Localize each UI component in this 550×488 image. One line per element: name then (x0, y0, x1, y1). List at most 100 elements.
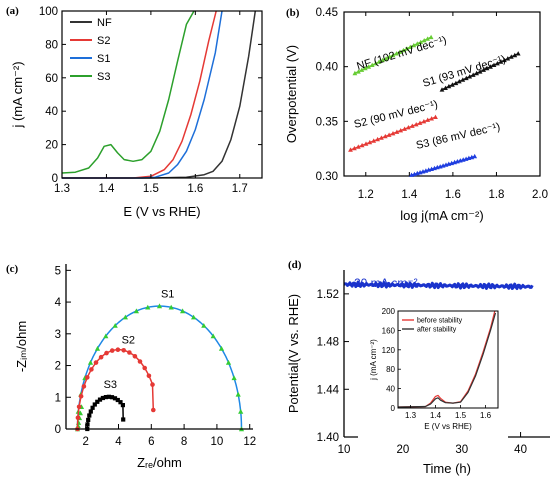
series-s2-line (62, 10, 217, 179)
b-xtick-label: 1.6 (445, 189, 461, 201)
panel-b: 1.2 1.4 1.6 1.8 2.0 0.30 0.35 0.40 0.45 log j(mA … (284, 7, 548, 223)
nyquist-s1-point (112, 323, 118, 328)
legend-label-s1: S1 (97, 53, 110, 65)
c-ytick-label: 3 (55, 329, 61, 341)
nyquist-s1-point (156, 303, 163, 309)
d-xtick-label: 10 (338, 444, 351, 456)
a-ytick-label: 80 (45, 39, 58, 51)
nyquist-s2-point (81, 384, 87, 389)
nyquist-s3-point (121, 417, 126, 422)
nyquist-label-s1: S1 (161, 288, 174, 300)
c-xtick-label: 12 (243, 436, 256, 448)
c-ytick-label: 0 (55, 424, 61, 436)
d-xtick-label: 20 (396, 444, 409, 456)
c-xtick-label: 8 (181, 436, 187, 448)
inset-xtick-label: 1.3 (405, 411, 417, 420)
b-ytick-label: 0.35 (316, 116, 338, 128)
nyquist-s2-point (98, 354, 104, 360)
series-s3-line (61, 10, 195, 174)
nyquist-s2-point (142, 365, 147, 371)
tafel-slope-label: NF (102 mV dec⁻¹) (355, 34, 448, 73)
c-y-axis-label: -Zᵢₘ/ohm (14, 321, 29, 372)
tafel-slope-label: S3 (86 mV dec⁻¹) (415, 121, 501, 152)
inset-xtick-label: 1.4 (430, 411, 442, 420)
stability-trace-line (343, 280, 534, 290)
nyquist-s1-point (180, 308, 186, 314)
a-plot-frame (61, 10, 263, 179)
stability-annotation: 20 mA cm⁻² (354, 276, 418, 290)
nyquist-s3-point (100, 395, 105, 401)
inset-series-line (397, 312, 497, 408)
panel-label-d: (d) (288, 259, 302, 271)
nyquist-s1-point (145, 304, 151, 310)
inset-ytick-label: 40 (386, 385, 395, 394)
inset-ytick-label: 160 (382, 326, 396, 335)
nyquist-s1-point (231, 375, 237, 381)
nyquist-s2-point (115, 347, 121, 353)
inset-ytick-label: 120 (382, 346, 396, 355)
c-ytick-label: 5 (55, 265, 61, 277)
tafel-point (433, 114, 438, 119)
a-x-axis-label: E (V vs RHE) (123, 204, 200, 219)
b-xtick-label: 2.0 (532, 189, 548, 201)
nyquist-label-s2: S2 (122, 334, 135, 346)
series-nf-line (62, 10, 257, 179)
inset-xtick-label: 1.5 (455, 411, 467, 420)
nyquist-label-s3: S3 (104, 379, 117, 391)
inset-legend-label: after stability (417, 327, 457, 334)
nyquist-s2-point (121, 348, 126, 353)
a-ytick-label: 20 (45, 140, 58, 152)
a-xtick-label: 1.7 (232, 183, 248, 195)
nyquist-s2-point (93, 360, 99, 365)
nyquist-s1-point (94, 345, 101, 351)
nyquist-s1-point (122, 314, 128, 320)
legend-label-s2: S2 (97, 35, 110, 47)
nyquist-s2-point (89, 367, 94, 372)
c-xtick-label: 6 (148, 436, 154, 448)
nyquist-s3-point (118, 400, 123, 405)
c-xtick-label: 4 (115, 436, 122, 448)
nyquist-s2-point (109, 348, 115, 353)
legend-label-nf: NF (97, 17, 112, 29)
a-y-axis-label: j (mA cm⁻²) (10, 61, 25, 128)
nyquist-s3-point (90, 405, 95, 410)
nyquist-s2-point (151, 407, 156, 413)
c-xtick-label: 10 (211, 436, 224, 448)
nyquist-s3-point (86, 417, 91, 422)
b-xtick-label: 1.8 (488, 189, 504, 201)
nyquist-s1-point (225, 359, 232, 365)
inset-background (358, 303, 508, 438)
tafel-fit-line (350, 116, 436, 151)
d-x-axis-label: Time (h) (423, 461, 471, 476)
c-ytick-label: 4 (55, 297, 62, 309)
nyquist-s1-point (191, 314, 197, 320)
c-xtick-label: 2 (82, 436, 88, 448)
b-xtick-label: 1.2 (358, 189, 374, 201)
b-y-axis-label: Overpotential (V) (284, 45, 299, 143)
tafel-point (472, 153, 478, 159)
nyquist-s3-point (85, 422, 90, 427)
nyquist-s3-point (95, 399, 100, 404)
nyquist-s3-point (92, 402, 97, 407)
b-x-axis-label: log j(mA cm⁻²) (400, 208, 483, 223)
d-ytick-label: 1.40 (317, 432, 339, 444)
nyquist-s1-point (103, 333, 109, 339)
a-xtick-label: 1.3 (54, 183, 70, 195)
nyquist-s1-point (210, 333, 216, 339)
b-ytick-label: 0.40 (316, 62, 338, 74)
panel-label-c: (c) (6, 263, 19, 275)
inset-ytick-label: 0 (391, 404, 396, 413)
inset-ytick-label: 200 (382, 307, 396, 316)
c-x-axis-label: Zᵣₑ/ohm (137, 455, 182, 470)
inset-x-axis-label: E (V vs RHE) (424, 422, 472, 431)
nyquist-s2-point (137, 359, 143, 364)
nyquist-s1-point (76, 420, 82, 425)
nyquist-s3-point (109, 395, 115, 400)
d-ytick-label: 1.52 (317, 289, 339, 301)
tafel-fit-line (441, 52, 519, 91)
nyquist-s3-point (120, 403, 125, 408)
d-ytick-label: 1.44 (317, 384, 340, 396)
